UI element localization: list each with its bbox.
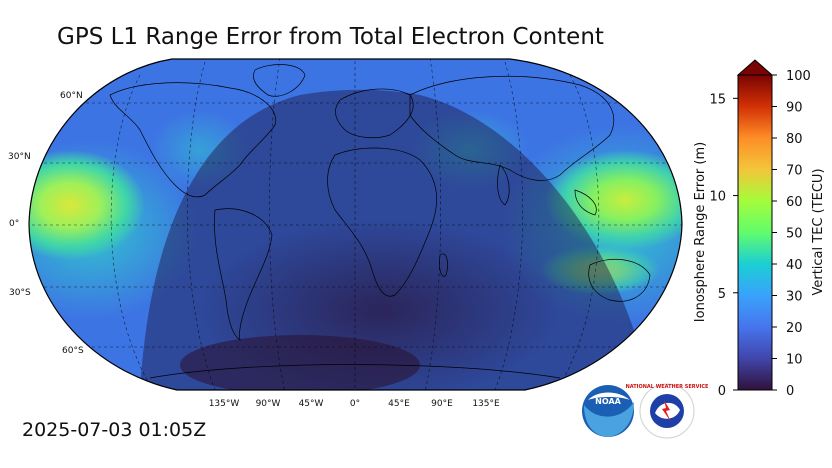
lon-label: 135°E [472, 399, 500, 409]
colorbar-right-tick-label: 20 [786, 321, 803, 336]
colorbar-right-label: Vertical TEC (TECU) [811, 168, 826, 295]
tec-map [29, 59, 682, 390]
colorbar-right-tick-label: 90 [786, 101, 803, 116]
lat-label: 60°S [62, 346, 84, 356]
colorbar-bar [737, 74, 773, 391]
lon-label: 135°W [209, 399, 240, 409]
colorbar-right-tick-label: 50 [786, 227, 803, 242]
colorbar-left-tick-label: 10 [709, 190, 726, 205]
colorbar-right-tick-label: 70 [786, 164, 803, 179]
colorbar: 0 10 20 30 40 50 60 70 80 90 100 0 5 10 15 Vertical T… [693, 59, 826, 399]
colorbar-extend-arrow [736, 59, 774, 76]
nws-logo: NATIONAL WEATHER SERVICE [626, 383, 709, 439]
lat-label: 30°S [9, 288, 31, 298]
nws-logo-text: NATIONAL WEATHER SERVICE [626, 384, 709, 390]
colorbar-left-tick-label: 0 [718, 384, 726, 399]
colorbar-right-tick-label: 100 [786, 69, 811, 84]
lon-label: 0° [350, 399, 360, 409]
globe-outline [28, 58, 683, 391]
lon-label: 45°E [388, 399, 410, 409]
colorbar-right-tick-label: 0 [786, 384, 794, 399]
noaa-logo-text: NOAA [595, 397, 621, 406]
lat-label: 0° [9, 219, 19, 229]
lon-label: 90°E [431, 399, 453, 409]
lon-label: 45°W [299, 399, 324, 409]
colorbar-right-tick-label: 60 [786, 195, 803, 210]
chart-title: GPS L1 Range Error from Total Electron C… [57, 24, 604, 50]
colorbar-right-tick-label: 40 [786, 258, 803, 273]
lon-label: 90°W [256, 399, 281, 409]
colorbar-right-tick-label: 10 [786, 353, 803, 368]
colorbar-left-label: Ionosphere Range Error (m) [693, 142, 708, 322]
noaa-logo: NOAA [582, 385, 634, 437]
colorbar-left-tick-label: 15 [709, 92, 726, 107]
coastlines [109, 64, 651, 379]
lat-label: 60°N [60, 91, 83, 101]
graticule [29, 59, 682, 390]
colorbar-left-tick-label: 5 [718, 287, 726, 302]
timestamp: 2025-07-03 01:05Z [22, 419, 207, 441]
colorbar-right-tick-label: 30 [786, 290, 803, 305]
lat-label: 30°N [8, 152, 31, 162]
colorbar-right-tick-label: 80 [786, 132, 803, 147]
